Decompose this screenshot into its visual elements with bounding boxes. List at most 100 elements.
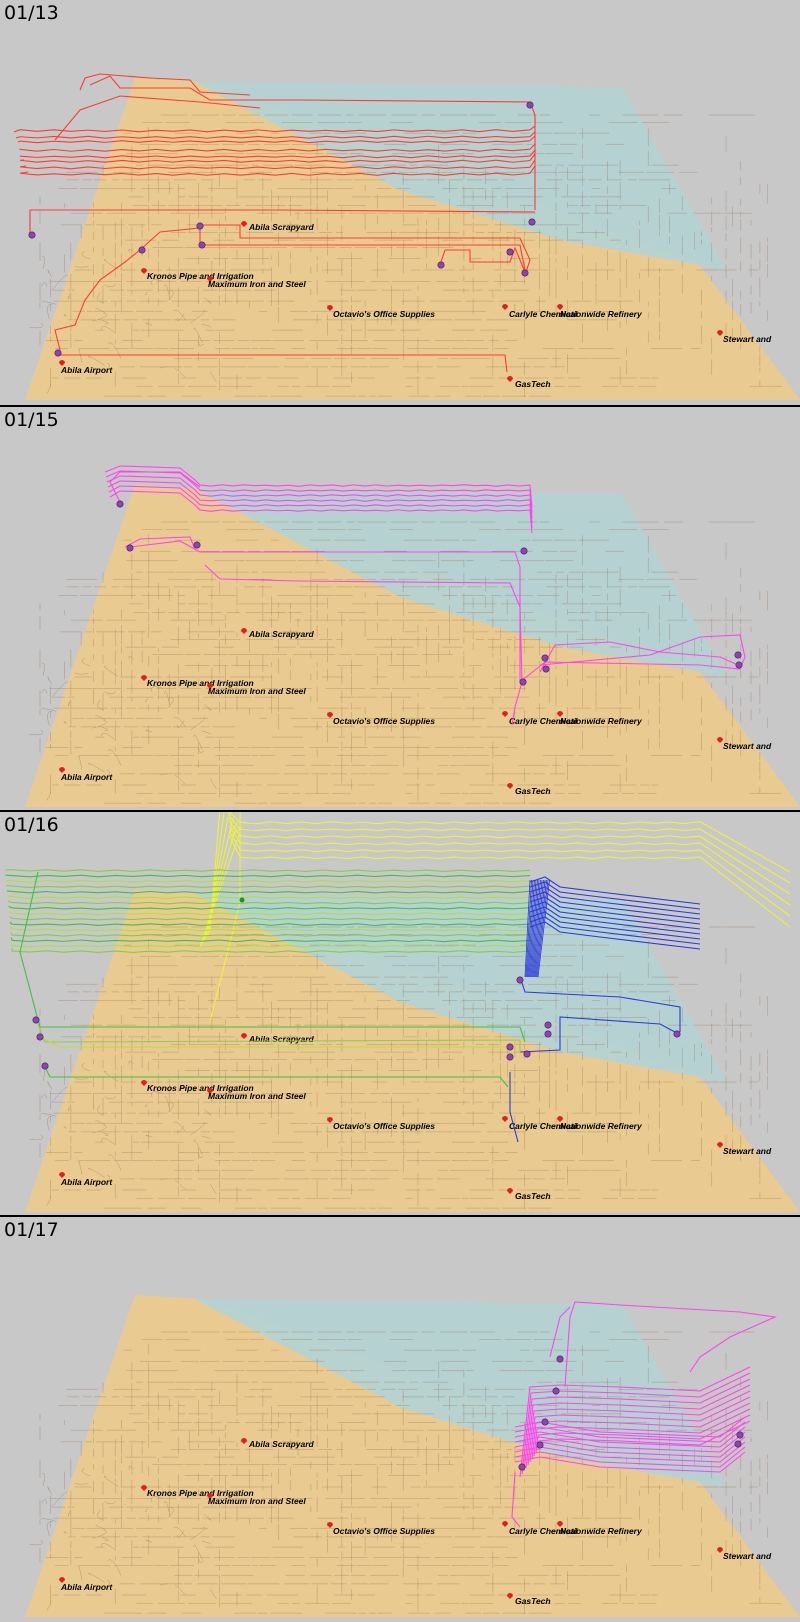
trail-path xyxy=(519,661,741,683)
land-area xyxy=(25,78,800,400)
stop-marker xyxy=(552,1387,560,1395)
land-area xyxy=(25,1295,800,1617)
trail-path xyxy=(108,485,533,529)
trail-path xyxy=(533,1408,751,1457)
trail-path xyxy=(531,879,541,978)
trail-path xyxy=(10,937,531,943)
roads-curvy xyxy=(29,1060,217,1206)
trail-path xyxy=(514,1446,746,1468)
trail-path xyxy=(8,911,531,916)
trail-path xyxy=(37,1023,521,1052)
roads xyxy=(39,521,782,804)
panel-date-label: 01/13 xyxy=(4,2,59,24)
location-label: Maximum Iron and Steel xyxy=(208,1496,306,1506)
map-pin-icon xyxy=(241,221,247,227)
base-map: Abila Scrapyard Kronos Pipe and Irrigatio… xyxy=(25,78,800,400)
trail-path xyxy=(514,1426,746,1448)
map-panel-0117[interactable]: Abila Scrapyard Kronos Pipe and Irrigatio… xyxy=(0,1215,800,1622)
trail-path xyxy=(525,879,532,978)
trail-path xyxy=(19,165,536,176)
stop-marker xyxy=(32,1016,40,1024)
stop-marker xyxy=(519,678,527,686)
map-pin-icon xyxy=(507,783,513,789)
roads-curvy xyxy=(29,1465,217,1611)
trail-path xyxy=(7,895,531,900)
map-pin-icon xyxy=(327,305,333,311)
stop-marker xyxy=(54,349,62,357)
map-pin-icon xyxy=(507,1188,513,1194)
location-label: Carlyle Chemical xyxy=(509,1121,578,1131)
base-map: Abila Scrapyard Kronos Pipe and Irrigatio… xyxy=(25,890,800,1212)
trail-path xyxy=(19,159,536,170)
trail-path xyxy=(227,812,791,884)
map-pin-icon xyxy=(207,276,213,282)
map-panel-0115[interactable]: Abila Scrapyard Kronos Pipe and Irrigatio… xyxy=(0,405,800,812)
stop-marker xyxy=(138,246,146,254)
trail-path xyxy=(124,536,196,550)
map-panel-0116[interactable]: Abila Scrapyard Kronos Pipe and Irrigatio… xyxy=(0,810,800,1217)
trail-path xyxy=(13,125,536,133)
trail-path xyxy=(204,564,523,726)
locations-layer: Abila Scrapyard Kronos Pipe and Irrigatio… xyxy=(59,1033,772,1201)
location-label: Abila Airport xyxy=(60,772,113,782)
stop-marker xyxy=(536,1441,544,1449)
trail-path xyxy=(229,812,791,873)
trail-path xyxy=(514,1416,746,1438)
trail-path xyxy=(6,885,531,889)
water-area xyxy=(195,82,727,270)
trail-path xyxy=(19,871,526,1043)
trail-path xyxy=(109,490,533,534)
map-pin-icon xyxy=(502,711,508,717)
trail-path xyxy=(519,1366,751,1478)
stop-marker xyxy=(734,1440,742,1448)
map-canvas[interactable]: Abila Scrapyard Kronos Pipe and Irrigatio… xyxy=(0,0,800,405)
map-pin-icon xyxy=(59,1577,65,1583)
trail-path xyxy=(534,879,546,978)
map-canvas[interactable]: Abila Scrapyard Kronos Pipe and Irrigatio… xyxy=(0,407,800,812)
map-pin-icon xyxy=(327,1117,333,1123)
trail-path xyxy=(514,1451,746,1473)
map-panel-0113[interactable]: Abila Scrapyard Kronos Pipe and Irrigatio… xyxy=(0,0,800,405)
location-label: GasTech xyxy=(515,379,551,389)
map-pin-icon xyxy=(717,330,723,336)
map-pin-icon xyxy=(327,712,333,718)
location-label: Abila Airport xyxy=(60,1177,113,1187)
map-canvas[interactable]: Abila Scrapyard Kronos Pipe and Irrigatio… xyxy=(0,1217,800,1622)
base-map: Abila Scrapyard Kronos Pipe and Irrigatio… xyxy=(25,485,800,807)
map-pin-icon xyxy=(141,268,147,274)
stop-marker xyxy=(28,231,36,239)
stop-marker xyxy=(736,1431,744,1439)
trail-path xyxy=(104,465,533,509)
stop-marker xyxy=(526,101,534,109)
location-label: Nationwide Refinery xyxy=(560,309,643,319)
map-canvas[interactable]: Abila Scrapyard Kronos Pipe and Irrigatio… xyxy=(0,812,800,1217)
trail-path xyxy=(532,879,543,978)
stop-marker xyxy=(556,1355,564,1363)
map-pin-icon xyxy=(502,304,508,310)
road-network xyxy=(29,114,782,397)
location-label: Stewart and xyxy=(723,1146,772,1156)
location-label: Stewart and xyxy=(723,1551,772,1561)
map-pin-icon xyxy=(207,1088,213,1094)
stop-marker xyxy=(198,241,206,249)
trail-path xyxy=(9,916,531,921)
panel-date-label: 01/15 xyxy=(4,409,59,431)
stop-marker xyxy=(193,541,201,549)
trails-layer xyxy=(13,73,536,373)
stop-marker xyxy=(542,665,550,673)
map-pin-icon xyxy=(241,628,247,634)
location-label: Stewart and xyxy=(723,741,772,751)
trail-path xyxy=(527,879,535,978)
location-label: Carlyle Chemical xyxy=(509,716,578,726)
trail-path xyxy=(39,1036,514,1058)
trail-path xyxy=(229,826,791,928)
trail-path xyxy=(79,73,251,96)
map-pin-icon xyxy=(717,1547,723,1553)
trail-path xyxy=(44,1066,509,1088)
trail-path xyxy=(539,641,739,673)
trail-path xyxy=(529,906,701,935)
trail-path xyxy=(15,131,536,139)
map-pin-icon xyxy=(502,1116,508,1122)
trail-path xyxy=(229,816,791,906)
map-pin-icon xyxy=(507,1593,513,1599)
